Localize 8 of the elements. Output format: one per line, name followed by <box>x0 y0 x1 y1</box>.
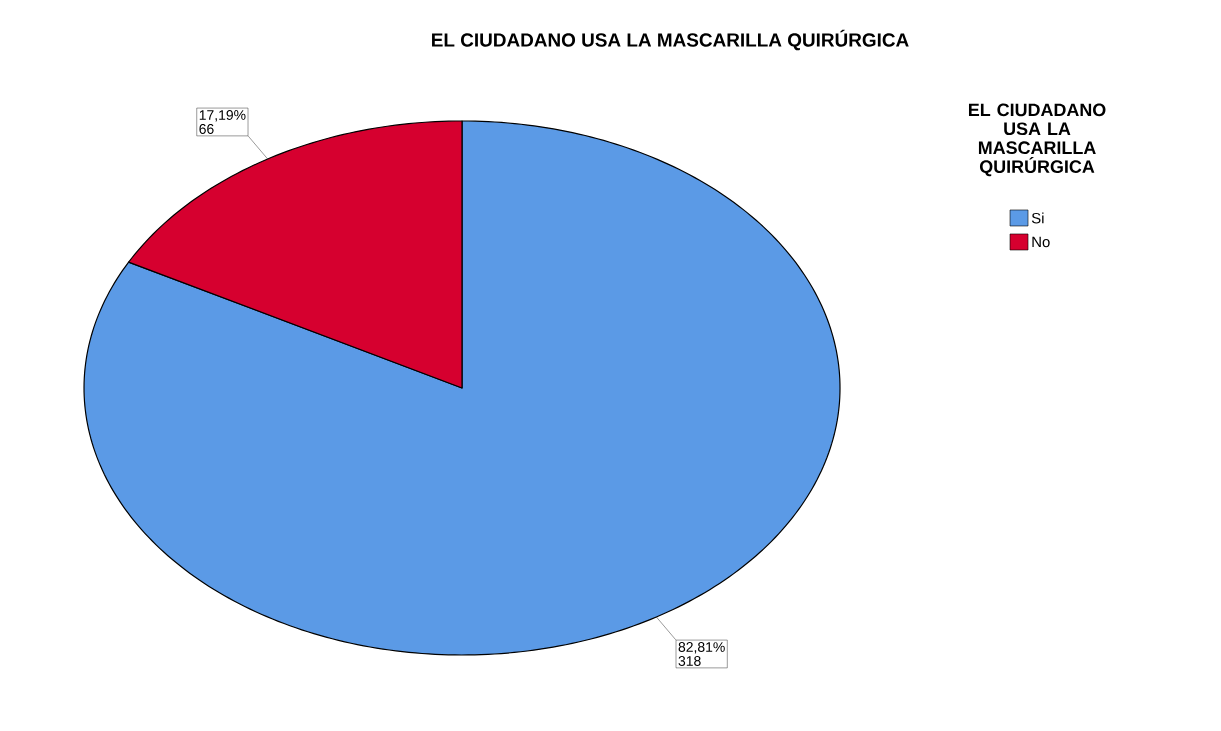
data-label: 82,81% <box>678 642 725 654</box>
text: 318 <box>678 656 701 666</box>
data-label: 17,19% <box>199 110 246 122</box>
legend-label: Si <box>1031 212 1044 224</box>
text: 66 <box>199 124 214 134</box>
legend-title: EL CIUDADANO USA LA MASCARILLA QUIRÚRGICA <box>968 103 1106 177</box>
chart-title: EL CIUDADANO USA LA MASCARILLA QUIRÚRGICA <box>432 29 909 51</box>
legend-label: No <box>1032 236 1050 248</box>
